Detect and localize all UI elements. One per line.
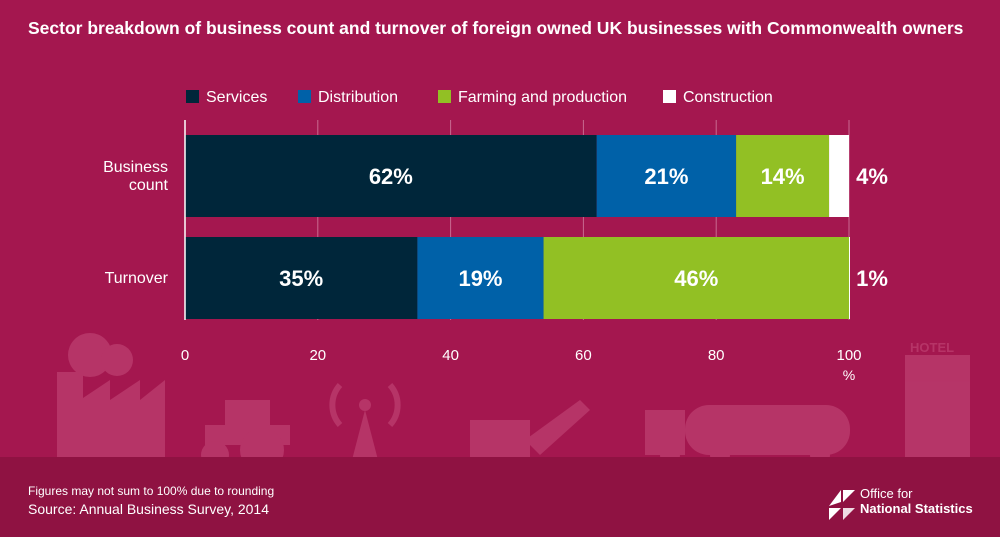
data-label: 4% [856, 164, 888, 189]
bar-segment [185, 237, 418, 319]
data-label: 46% [674, 266, 718, 291]
data-label: 21% [644, 164, 688, 189]
footer-band [0, 457, 1000, 537]
bar-segment [829, 135, 849, 217]
bar-segment [185, 135, 597, 217]
svg-text:HOTEL: HOTEL [910, 340, 954, 355]
legend-swatch [298, 90, 311, 103]
legend-swatch [438, 90, 451, 103]
bar-segment [596, 135, 737, 217]
chart-title: Sector breakdown of business count and t… [28, 18, 964, 38]
x-tick-label: 40 [442, 347, 459, 364]
legend-label: Distribution [318, 89, 398, 106]
antenna-icon [329, 383, 401, 460]
data-label: 1% [856, 266, 888, 291]
legend-label: Services [206, 89, 267, 106]
ons-logo-text: Office for National Statistics [860, 486, 973, 516]
factory-icon [57, 333, 165, 465]
legend-swatch [186, 90, 199, 103]
bar-segment [736, 135, 830, 217]
bar-segment [849, 237, 850, 319]
x-tick-label: 0 [181, 347, 189, 364]
logo-line-1: Office for [860, 486, 913, 501]
logo-line-2: National Statistics [860, 501, 973, 516]
category-label: Business [103, 159, 168, 176]
data-label: 35% [279, 266, 323, 291]
category-label: count [129, 177, 169, 194]
x-tick-label: 80 [708, 347, 725, 364]
data-label: 19% [458, 266, 502, 291]
x-tick-label: 100 [836, 347, 861, 364]
ons-logo-icon [829, 490, 855, 520]
bar-segment [417, 237, 544, 319]
x-tick-label: 60 [575, 347, 592, 364]
x-axis-unit: % [843, 367, 855, 383]
source-note: Source: Annual Business Survey, 2014 [28, 501, 270, 517]
legend-label: Construction [683, 89, 773, 106]
data-label: 62% [369, 164, 413, 189]
x-tick-label: 20 [309, 347, 326, 364]
hotel-icon: HOTEL [905, 340, 970, 465]
footnote: Figures may not sum to 100% due to round… [28, 484, 275, 498]
legend-label: Farming and production [458, 89, 627, 106]
category-label: Turnover [105, 270, 169, 287]
legend-swatch [663, 90, 676, 103]
data-label: 14% [761, 164, 805, 189]
bar-segment [543, 237, 849, 319]
